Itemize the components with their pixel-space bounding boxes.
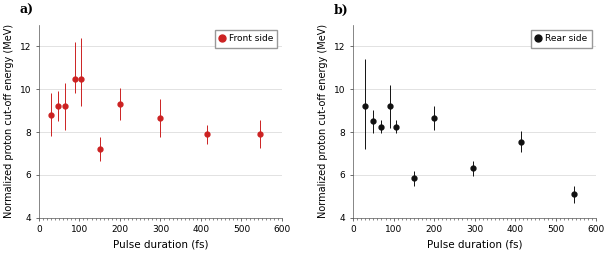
Y-axis label: Normalized proton cut-off energy (MeV): Normalized proton cut-off energy (MeV) bbox=[319, 24, 328, 218]
X-axis label: Pulse duration (fs): Pulse duration (fs) bbox=[113, 240, 208, 250]
Text: a): a) bbox=[19, 4, 33, 17]
Legend: Rear side: Rear side bbox=[532, 29, 592, 47]
Legend: Front side: Front side bbox=[215, 29, 278, 47]
Y-axis label: Normalized proton cut-off energy (MeV): Normalized proton cut-off energy (MeV) bbox=[4, 24, 14, 218]
Text: b): b) bbox=[334, 4, 348, 17]
X-axis label: Pulse duration (fs): Pulse duration (fs) bbox=[427, 240, 523, 250]
